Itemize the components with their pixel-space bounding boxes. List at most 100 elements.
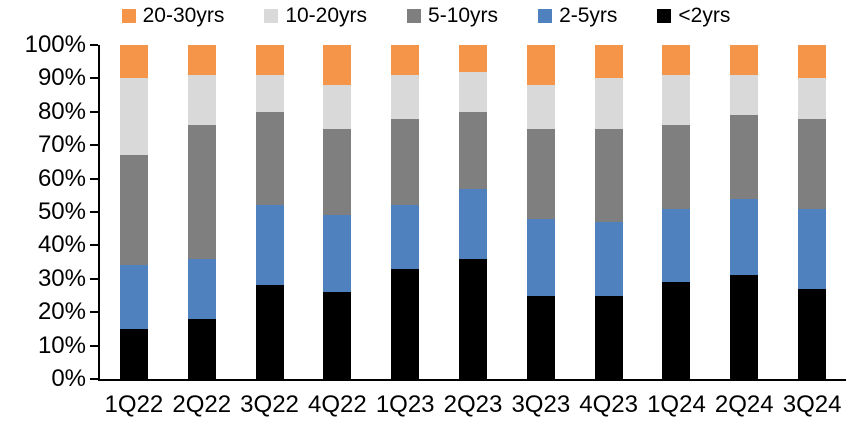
- y-tick-label: 30%: [37, 264, 86, 292]
- bar-2Q24: [730, 45, 759, 379]
- segment-2-5yrs: [255, 205, 284, 286]
- segment-<2yrs: [458, 258, 487, 379]
- x-tick-label: 2Q23: [443, 391, 503, 418]
- segment-20-30yrs: [798, 45, 827, 79]
- bar-1Q23: [391, 45, 420, 379]
- segment-5-10yrs: [255, 111, 284, 206]
- y-tick-mark: [90, 77, 98, 80]
- segment-2-5yrs: [526, 218, 555, 296]
- segment-20-30yrs: [119, 45, 148, 79]
- bar-3Q24: [798, 45, 827, 379]
- segment-5-10yrs: [391, 118, 420, 206]
- legend-swatch-icon: [407, 9, 422, 23]
- legend-item-2: 10-20yrs: [264, 4, 367, 28]
- segment-<2yrs: [119, 328, 148, 379]
- segment-20-30yrs: [730, 45, 759, 76]
- segment-<2yrs: [798, 288, 827, 379]
- legend-label: <2yrs: [678, 4, 731, 27]
- plot-area: [98, 45, 846, 381]
- segment-20-30yrs: [526, 45, 555, 86]
- segment-20-30yrs: [458, 45, 487, 72]
- legend-item-5: <2yrs: [657, 4, 730, 28]
- segment-10-20yrs: [391, 75, 420, 119]
- segment-2-5yrs: [594, 222, 623, 296]
- segment-5-10yrs: [594, 128, 623, 223]
- x-tick-label: 1Q24: [647, 391, 706, 418]
- segment-5-10yrs: [526, 128, 555, 219]
- legend-label: 10-20yrs: [285, 4, 368, 27]
- y-tick-mark: [90, 44, 98, 46]
- segment-5-10yrs: [798, 118, 827, 209]
- segment-<2yrs: [323, 292, 352, 379]
- segment-10-20yrs: [526, 85, 555, 129]
- y-tick-mark: [90, 110, 98, 113]
- x-tick-label: 2Q24: [714, 391, 774, 418]
- segment-20-30yrs: [255, 45, 284, 76]
- y-tick-mark: [90, 277, 98, 280]
- segment-10-20yrs: [255, 75, 284, 112]
- segment-<2yrs: [662, 282, 691, 379]
- segment-2-5yrs: [391, 205, 420, 269]
- segment-10-20yrs: [187, 75, 216, 126]
- segment-<2yrs: [255, 285, 284, 379]
- segment-10-20yrs: [594, 78, 623, 129]
- y-tick-label: 100%: [24, 31, 86, 58]
- y-tick-mark: [90, 344, 98, 347]
- legend-label: 2-5yrs: [559, 4, 618, 27]
- segment-2-5yrs: [458, 188, 487, 259]
- segment-<2yrs: [187, 318, 216, 379]
- legend-item-3: 5-10yrs: [407, 4, 498, 28]
- segment-5-10yrs: [323, 128, 352, 216]
- y-tick-label: 90%: [37, 64, 86, 92]
- legend-label: 20-30yrs: [142, 4, 225, 27]
- segment-20-30yrs: [323, 45, 352, 86]
- bar-2Q22: [187, 45, 216, 379]
- segment-2-5yrs: [730, 198, 759, 276]
- segment-5-10yrs: [458, 111, 487, 189]
- bar-3Q22: [255, 45, 284, 379]
- segment-20-30yrs: [662, 45, 691, 76]
- bar-1Q24: [662, 45, 691, 379]
- segment-5-10yrs: [187, 125, 216, 259]
- y-tick-mark: [90, 311, 98, 314]
- y-tick-label: 60%: [37, 164, 86, 192]
- segment-20-30yrs: [187, 45, 216, 76]
- segment-2-5yrs: [119, 265, 148, 329]
- x-tick-label: 3Q22: [240, 391, 299, 418]
- segment-10-20yrs: [119, 78, 148, 156]
- x-tick-label: 3Q23: [511, 391, 571, 418]
- y-tick-mark: [90, 378, 98, 380]
- y-tick-mark: [90, 244, 98, 247]
- segment-2-5yrs: [187, 258, 216, 319]
- legend-item-4: 2-5yrs: [538, 4, 617, 28]
- x-tick-label: 4Q22: [308, 391, 367, 418]
- y-tick-label: 10%: [37, 331, 86, 359]
- segment-5-10yrs: [119, 155, 148, 266]
- bar-2Q23: [458, 45, 487, 379]
- y-tick-mark: [90, 144, 98, 147]
- segment-20-30yrs: [391, 45, 420, 76]
- segment-5-10yrs: [730, 115, 759, 199]
- segment-<2yrs: [730, 275, 759, 379]
- segment-2-5yrs: [662, 208, 691, 283]
- legend-item-1: 20-30yrs: [121, 4, 225, 28]
- segment-<2yrs: [526, 295, 555, 379]
- segment-10-20yrs: [730, 75, 759, 116]
- segment-10-20yrs: [323, 85, 352, 129]
- y-tick-label: 0%: [51, 365, 86, 392]
- legend: 20-30yrs 10-20yrs 5-10yrs 2-5yrs <2yrs: [0, 4, 852, 28]
- y-tick-mark: [90, 177, 98, 180]
- y-tick-label: 80%: [37, 97, 86, 125]
- y-tick-label: 50%: [37, 198, 86, 225]
- segment-10-20yrs: [662, 75, 691, 126]
- x-tick-label: 4Q23: [579, 391, 638, 418]
- x-tick-label: 1Q23: [375, 391, 435, 418]
- legend-swatch-icon: [538, 9, 553, 23]
- x-tick-label: 1Q22: [104, 391, 164, 418]
- bar-1Q22: [119, 45, 148, 379]
- bar-3Q23: [526, 45, 555, 379]
- legend-swatch-icon: [657, 9, 672, 23]
- y-tick-label: 70%: [37, 131, 86, 159]
- legend-swatch-icon: [121, 9, 136, 23]
- y-tick-label: 40%: [37, 231, 86, 259]
